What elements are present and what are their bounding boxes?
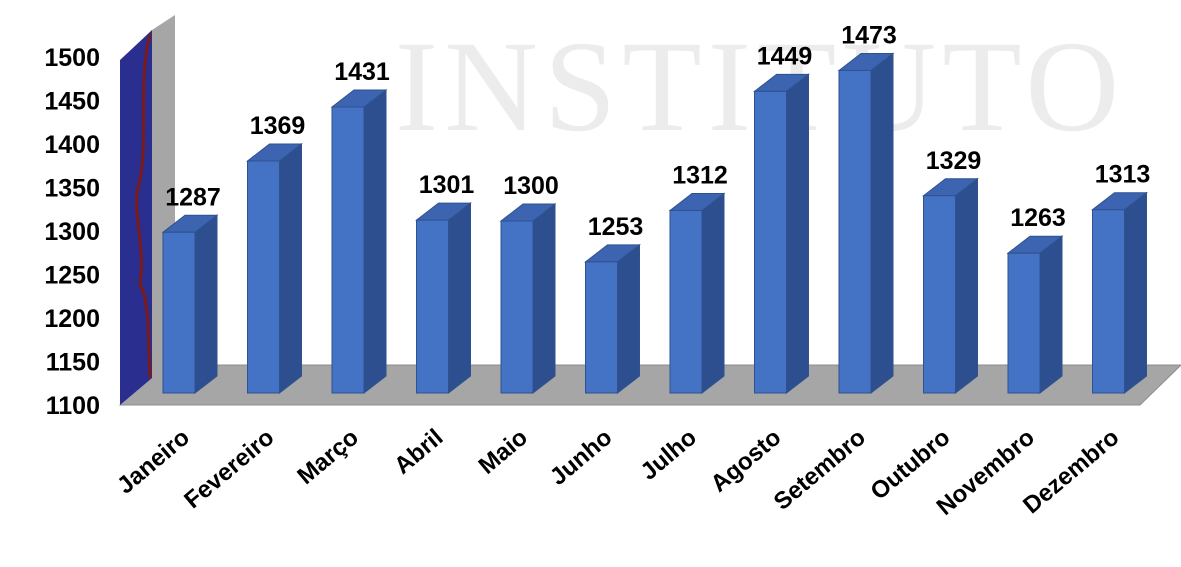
x-tick-label: Fevereiro bbox=[179, 424, 279, 514]
bar bbox=[499, 202, 557, 395]
bar-front bbox=[416, 219, 449, 394]
bar bbox=[922, 177, 979, 395]
x-tick-label: Julho bbox=[635, 424, 701, 486]
bar-front bbox=[1092, 209, 1125, 394]
x-tick-label: Setembro bbox=[769, 424, 871, 516]
bar bbox=[415, 202, 472, 395]
bar-side bbox=[870, 52, 894, 395]
bar-side bbox=[279, 142, 302, 395]
value-label: 1329 bbox=[926, 147, 982, 175]
x-tick-label: Janeiro bbox=[112, 424, 195, 500]
bar-front bbox=[669, 210, 703, 394]
y-tick-label: 1450 bbox=[44, 88, 100, 116]
value-label: 1263 bbox=[1010, 204, 1066, 232]
y-tick-label: 1150 bbox=[46, 349, 100, 377]
bar-front bbox=[162, 231, 196, 394]
bar-front bbox=[500, 220, 534, 394]
bar-side bbox=[363, 89, 387, 395]
y-tick-label: 1300 bbox=[44, 218, 100, 246]
bar bbox=[1006, 235, 1064, 395]
value-label: 1449 bbox=[757, 42, 813, 70]
y-tick-label: 1400 bbox=[44, 131, 100, 159]
bar-side bbox=[1039, 235, 1063, 395]
bar-front bbox=[331, 106, 365, 394]
value-label: 1431 bbox=[334, 58, 390, 86]
x-tick-label: Junho bbox=[545, 424, 618, 491]
bar-front bbox=[838, 69, 872, 394]
bar-side bbox=[786, 73, 809, 395]
bar-front bbox=[247, 160, 280, 394]
y-tick-label: 1250 bbox=[44, 262, 100, 290]
bar-side bbox=[1124, 191, 1147, 395]
bar-side bbox=[701, 192, 725, 395]
bar-side bbox=[448, 202, 471, 395]
bar bbox=[330, 89, 388, 395]
value-label: 1313 bbox=[1095, 161, 1151, 189]
y-tick-label: 1350 bbox=[44, 175, 100, 203]
bar-side bbox=[194, 214, 218, 395]
x-tick-label: Agosto bbox=[706, 424, 787, 498]
bar bbox=[1091, 191, 1148, 395]
bar bbox=[246, 142, 303, 395]
bar-front bbox=[754, 90, 787, 394]
x-tick-label: Maio bbox=[474, 424, 533, 480]
value-label: 1287 bbox=[165, 183, 221, 211]
bar-front bbox=[1007, 252, 1041, 394]
bar-side bbox=[955, 177, 978, 395]
bar-front bbox=[585, 261, 618, 394]
value-label: 1312 bbox=[672, 162, 728, 190]
wall-decoration bbox=[135, 33, 152, 379]
y-tick-label: 1100 bbox=[46, 392, 100, 420]
bar-side bbox=[617, 243, 640, 395]
bar-side bbox=[532, 202, 556, 395]
bar bbox=[584, 243, 641, 395]
bar bbox=[753, 73, 810, 395]
x-tick-label: Abril bbox=[389, 424, 448, 480]
y-tick-label: 1200 bbox=[44, 305, 100, 333]
y-tick-label: 1500 bbox=[44, 44, 100, 72]
bar bbox=[837, 52, 895, 395]
bar bbox=[161, 214, 219, 395]
x-tick-label: Março bbox=[292, 424, 364, 490]
bar bbox=[668, 192, 726, 395]
value-label: 1473 bbox=[841, 21, 897, 49]
value-label: 1253 bbox=[588, 213, 644, 241]
value-label: 1369 bbox=[250, 112, 306, 140]
value-label: 1300 bbox=[503, 172, 559, 200]
value-label: 1301 bbox=[419, 171, 475, 199]
bar-front bbox=[923, 195, 956, 394]
